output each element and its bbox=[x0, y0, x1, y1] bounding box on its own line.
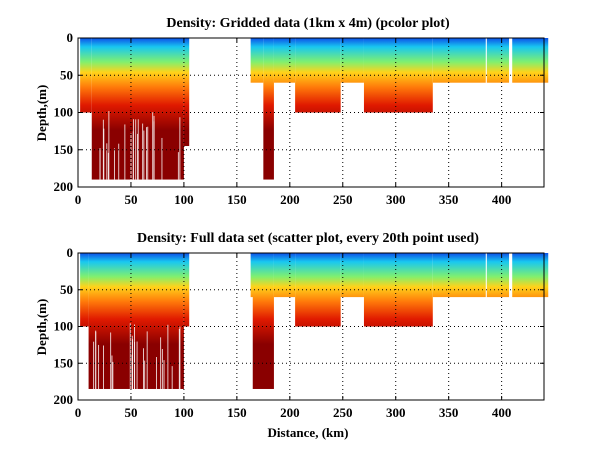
data-segment bbox=[80, 253, 89, 327]
x-tick-label: 250 bbox=[333, 192, 353, 207]
y-axis-label: Depth,(m) bbox=[34, 85, 49, 142]
chart-scatter: Density: Full data set (scatter plot, ev… bbox=[34, 231, 549, 440]
y-axis-label: Depth,(m) bbox=[34, 299, 49, 356]
data-segment bbox=[295, 253, 341, 327]
data-segment bbox=[263, 38, 274, 180]
data-segment bbox=[432, 38, 486, 83]
data-segment bbox=[512, 38, 549, 83]
x-axis-label: Distance, (km) bbox=[268, 425, 349, 440]
x-tick-label: 0 bbox=[75, 405, 82, 420]
x-tick-label: 50 bbox=[124, 405, 137, 420]
y-tick-label: 200 bbox=[54, 392, 74, 407]
y-tick-label: 50 bbox=[60, 282, 73, 297]
x-tick-label: 150 bbox=[227, 405, 247, 420]
y-tick-label: 50 bbox=[60, 67, 73, 82]
y-tick-label: 0 bbox=[67, 30, 74, 45]
y-tick-label: 100 bbox=[54, 105, 74, 120]
chart-title: Density: Full data set (scatter plot, ev… bbox=[137, 231, 479, 246]
x-tick-label: 300 bbox=[386, 192, 406, 207]
data-segment bbox=[340, 253, 364, 298]
x-tick-label: 400 bbox=[492, 405, 512, 420]
data-segment bbox=[183, 38, 190, 147]
y-tick-label: 100 bbox=[54, 319, 74, 334]
y-tick-label: 0 bbox=[67, 245, 74, 260]
x-tick-label: 0 bbox=[75, 192, 82, 207]
data-segment bbox=[80, 38, 92, 113]
data-segment bbox=[273, 253, 296, 298]
y-tick-label: 150 bbox=[54, 142, 74, 157]
data-segment bbox=[88, 253, 184, 389]
x-tick-label: 350 bbox=[439, 192, 459, 207]
chart-gridded: Density: Gridded data (1km x 4m) (pcolor… bbox=[34, 16, 549, 207]
x-tick-label: 200 bbox=[280, 192, 300, 207]
data-segment bbox=[512, 253, 549, 298]
data-segment bbox=[252, 253, 274, 389]
data-segment bbox=[295, 38, 341, 113]
data-segment bbox=[432, 253, 486, 298]
y-tick-label: 200 bbox=[54, 179, 74, 194]
x-tick-label: 250 bbox=[333, 405, 353, 420]
x-tick-label: 100 bbox=[174, 192, 194, 207]
data-segment bbox=[250, 38, 264, 83]
x-tick-label: 50 bbox=[124, 192, 137, 207]
x-tick-label: 150 bbox=[227, 192, 247, 207]
x-tick-label: 100 bbox=[174, 405, 194, 420]
x-tick-label: 200 bbox=[280, 405, 300, 420]
chart-title: Density: Gridded data (1km x 4m) (pcolor… bbox=[166, 16, 450, 31]
data-segment bbox=[340, 38, 364, 83]
data-segment bbox=[486, 38, 510, 83]
grid bbox=[78, 253, 544, 400]
data-segment bbox=[486, 253, 510, 298]
x-tick-label: 300 bbox=[386, 405, 406, 420]
grid bbox=[78, 38, 544, 187]
x-tick-label: 400 bbox=[492, 192, 512, 207]
data-segment bbox=[273, 38, 296, 83]
y-tick-label: 150 bbox=[54, 355, 74, 370]
x-tick-label: 350 bbox=[439, 405, 459, 420]
data-streaks bbox=[93, 323, 181, 389]
